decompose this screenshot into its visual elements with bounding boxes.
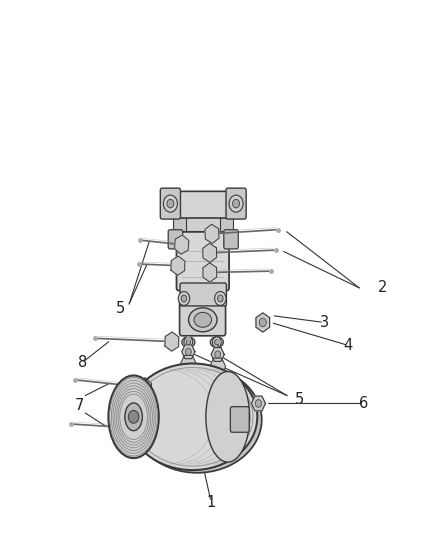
Text: 6: 6 [359, 396, 368, 411]
Circle shape [215, 340, 219, 345]
FancyBboxPatch shape [176, 211, 231, 239]
Polygon shape [134, 419, 148, 438]
Polygon shape [203, 243, 217, 262]
Polygon shape [205, 224, 219, 244]
Circle shape [229, 195, 243, 212]
Circle shape [163, 195, 177, 212]
Circle shape [186, 340, 191, 345]
Polygon shape [182, 345, 195, 359]
Circle shape [215, 351, 221, 358]
Text: 1: 1 [206, 495, 216, 510]
Polygon shape [165, 332, 179, 351]
Text: 3: 3 [320, 315, 328, 330]
Text: 5: 5 [294, 392, 304, 407]
FancyBboxPatch shape [177, 232, 229, 290]
Text: 8: 8 [78, 355, 87, 370]
Circle shape [184, 337, 193, 348]
FancyBboxPatch shape [165, 191, 240, 218]
Ellipse shape [128, 364, 257, 470]
FancyBboxPatch shape [168, 230, 183, 249]
Polygon shape [211, 348, 224, 361]
Circle shape [137, 414, 141, 420]
Polygon shape [256, 313, 270, 332]
Polygon shape [171, 256, 185, 275]
Circle shape [128, 410, 139, 423]
Ellipse shape [206, 372, 250, 462]
Circle shape [167, 199, 174, 208]
Ellipse shape [125, 403, 142, 431]
FancyBboxPatch shape [160, 188, 180, 219]
Circle shape [255, 400, 261, 407]
Ellipse shape [194, 312, 212, 327]
FancyBboxPatch shape [132, 407, 148, 427]
Polygon shape [180, 356, 196, 372]
FancyBboxPatch shape [224, 230, 238, 249]
Circle shape [185, 348, 191, 356]
Circle shape [233, 199, 240, 208]
Polygon shape [251, 396, 265, 411]
Text: 5: 5 [116, 301, 125, 316]
Ellipse shape [210, 337, 223, 348]
FancyBboxPatch shape [180, 298, 226, 336]
Circle shape [215, 292, 226, 305]
Polygon shape [137, 378, 152, 397]
Text: 4: 4 [343, 338, 353, 353]
Ellipse shape [132, 366, 261, 473]
Circle shape [259, 318, 266, 327]
Text: 2: 2 [378, 280, 387, 295]
Polygon shape [173, 216, 186, 237]
Polygon shape [220, 216, 233, 237]
Polygon shape [210, 358, 226, 375]
FancyBboxPatch shape [230, 407, 249, 432]
Circle shape [134, 411, 144, 423]
Circle shape [181, 295, 187, 302]
FancyBboxPatch shape [226, 188, 246, 219]
Polygon shape [175, 235, 189, 254]
Circle shape [178, 292, 190, 305]
FancyBboxPatch shape [180, 283, 226, 306]
Circle shape [217, 295, 223, 302]
Ellipse shape [188, 308, 217, 332]
Ellipse shape [182, 337, 195, 348]
Circle shape [212, 337, 221, 348]
Text: 7: 7 [75, 398, 85, 413]
Polygon shape [203, 263, 217, 282]
Ellipse shape [109, 375, 159, 458]
